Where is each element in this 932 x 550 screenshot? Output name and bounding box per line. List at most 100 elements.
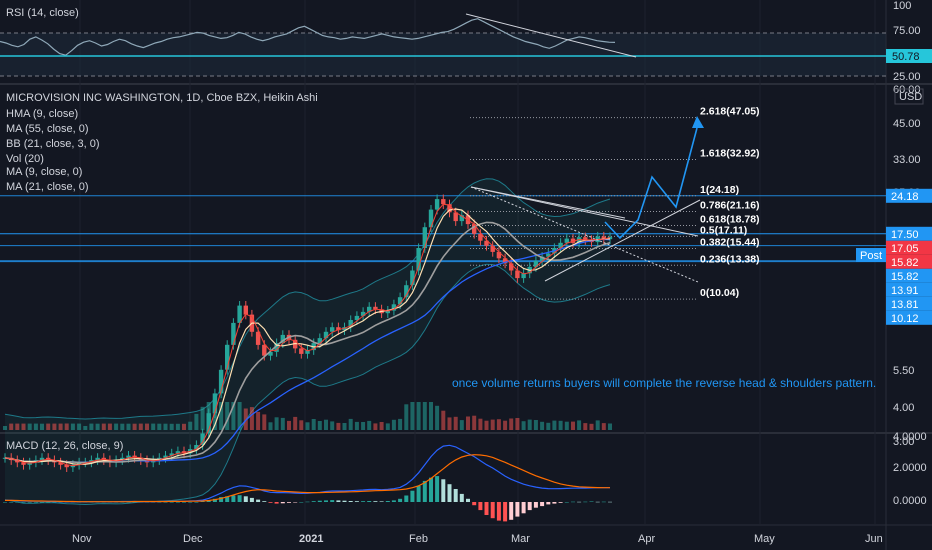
volume-bar-87	[540, 421, 545, 430]
volume-bar-15	[95, 423, 100, 430]
post-tag: Post	[860, 250, 882, 262]
macd-hist-bar-6	[40, 502, 44, 503]
macd-hist-bar-42	[262, 501, 267, 502]
fib-label-0: 2.618(47.05)	[700, 106, 760, 118]
macd-hist-bar-33	[206, 500, 211, 502]
volume-bar-61	[379, 422, 384, 430]
rsi-tick-25: 25.00	[893, 71, 921, 83]
macd-hist-bar-21	[132, 502, 137, 503]
macd-hist-bar-4	[27, 502, 32, 503]
candle-body-76	[472, 224, 477, 234]
candle-body-56	[348, 320, 353, 328]
volume-bar-21	[132, 423, 137, 430]
macd-hist-bar-47	[293, 502, 298, 503]
volume-bar-25	[157, 423, 162, 430]
volume-bar-75	[466, 416, 470, 430]
macd-hist-bar-98	[608, 501, 612, 503]
volume-bar-82	[509, 418, 514, 430]
macd-hist-bar-88	[546, 502, 551, 505]
volume-bar-76	[472, 415, 477, 430]
macd-hist-bar-95	[589, 501, 594, 502]
macd-hist-bar-63	[391, 500, 396, 502]
volume-bar-20	[126, 423, 131, 430]
study-bb: BB (21, close, 3, 0)	[6, 138, 100, 150]
candle-body-39	[243, 305, 248, 315]
macd-hist-bar-35	[219, 497, 224, 502]
currency-label: USD	[899, 91, 922, 103]
macd-hist-bar-48	[299, 502, 304, 503]
volume-bar-95	[589, 423, 594, 430]
macd-hist-bar-81	[503, 502, 508, 522]
macd-hist-bar-37	[231, 495, 236, 502]
volume-bar-53	[330, 421, 335, 430]
candle-body-32	[200, 433, 205, 445]
volume-bar-88	[546, 422, 551, 430]
macd-hist-bar-75	[466, 498, 470, 502]
candle-body-86	[533, 260, 539, 267]
macd-hist-bar-61	[379, 501, 384, 502]
time-label-nov: Nov	[72, 533, 92, 545]
volume-bar-39	[243, 408, 248, 430]
volume-bar-77	[478, 418, 483, 430]
macd-tick-2: 2.0000	[893, 462, 927, 474]
candle-body-94	[583, 237, 588, 240]
volume-bar-46	[287, 420, 291, 430]
candle-body-71	[441, 199, 446, 205]
volume-bar-62	[385, 423, 390, 430]
candle-body-62	[385, 310, 390, 314]
price-tag-1: 17.50	[891, 229, 919, 241]
candle-body-12	[76, 462, 82, 465]
volume-bar-41	[256, 411, 261, 430]
price-tag-bg-1	[886, 226, 932, 241]
macd-hist-bar-56	[348, 501, 353, 502]
macd-hist-bar-90	[558, 502, 563, 503]
volume-bar-24	[151, 423, 156, 430]
macd-hist-bar-58	[361, 501, 366, 502]
projection-path	[604, 127, 698, 240]
ma9-line	[4, 208, 611, 465]
volume-bar-40	[249, 407, 254, 430]
macd-hist-bar-86	[533, 502, 538, 508]
macd-hist-bar-80	[496, 502, 501, 521]
resistance-trendline	[470, 186, 699, 237]
price-tag-bg-5	[886, 282, 932, 297]
rsi-line	[0, 18, 616, 56]
macd-hist-bar-46	[287, 502, 291, 503]
volume-bar-50	[311, 419, 316, 430]
macd-hist-bar-67	[416, 485, 421, 502]
candle-body-67	[416, 248, 421, 271]
macd-hist-bar-76	[472, 502, 477, 506]
rsi-trendline	[465, 13, 637, 58]
candle-body-83	[515, 270, 520, 279]
macd-tick-4: 4.0000	[893, 431, 927, 443]
rsi-tick-75: 75.00	[893, 25, 921, 37]
candle-body-48	[299, 348, 304, 354]
projection-arrowhead	[692, 116, 704, 128]
price-tick-1: 45.00	[893, 118, 921, 130]
macd-hist-bar-43	[268, 502, 273, 503]
macd-hist-bar-29	[182, 502, 186, 503]
macd-hist-bar-60	[373, 501, 378, 502]
candle-body-54	[336, 327, 341, 331]
candle-body-91	[564, 238, 569, 243]
symbol-title: MICROVISION INC WASHINGTON, 1D, Cboe BZX…	[6, 92, 318, 104]
candle-body-52	[323, 331, 329, 339]
price-tag-4: 15.82	[891, 271, 919, 283]
time-label-dec: Dec	[183, 533, 203, 545]
macd-hist-bar-65	[404, 495, 409, 502]
candle-body-6	[39, 457, 45, 461]
moving-averages	[4, 203, 611, 467]
macd-hist-bar-79	[490, 502, 495, 519]
macd-hist-bar-40	[249, 497, 254, 502]
macd-hist-bar-28	[175, 502, 180, 503]
macd-hist-bar-77	[478, 502, 483, 511]
volume-bar-89	[552, 420, 557, 430]
candle-body-80	[496, 251, 502, 259]
volume-bar-29	[182, 423, 186, 430]
macd-hist-bar-82	[509, 502, 514, 520]
macd-hist-bar-96	[595, 501, 600, 503]
candle-body-15	[95, 457, 100, 461]
volume-bar-48	[299, 420, 304, 430]
volume-bar-63	[391, 419, 396, 431]
candle-body-53	[330, 327, 335, 332]
